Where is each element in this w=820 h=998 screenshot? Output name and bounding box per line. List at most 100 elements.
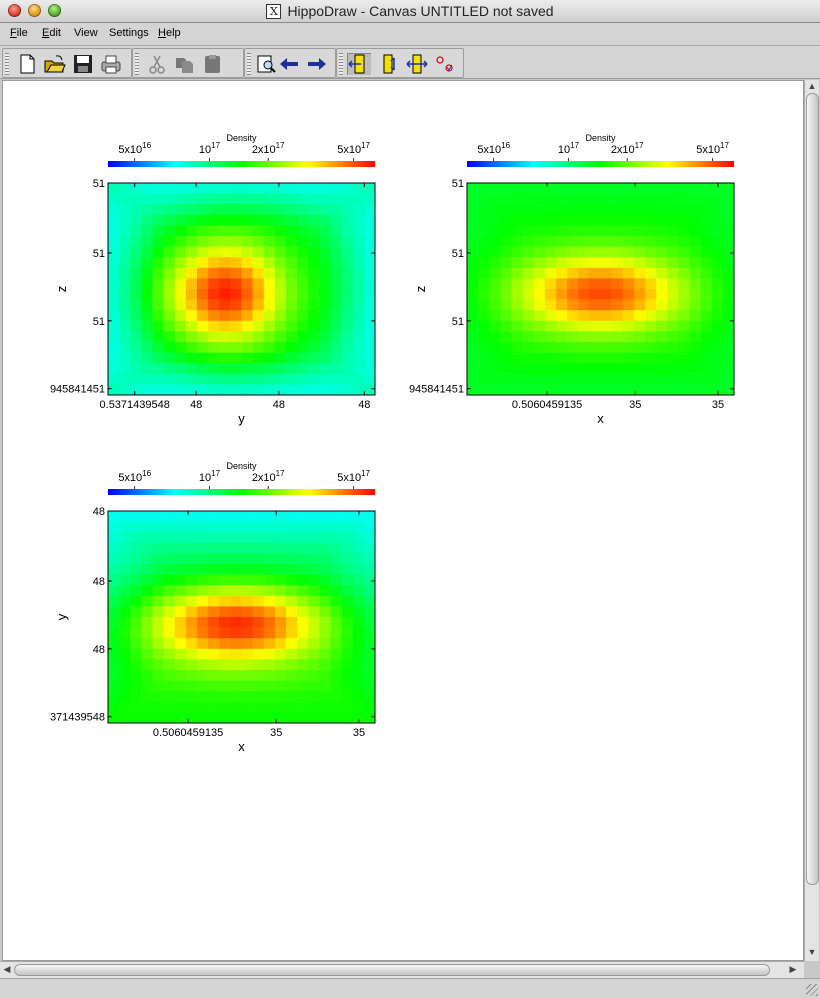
heatmap-cell xyxy=(341,183,354,194)
heatmap-cell xyxy=(297,542,309,554)
heatmap-cell xyxy=(352,627,365,639)
heatmap-cell xyxy=(130,299,142,311)
cut-selection-icon[interactable] xyxy=(433,53,457,75)
zoom-vertical-icon[interactable] xyxy=(377,53,401,75)
heatmap-cell xyxy=(722,246,735,258)
heatmap-cell xyxy=(308,691,320,703)
heatmap-cell xyxy=(297,299,309,311)
heatmap-cell xyxy=(667,236,679,247)
resize-grip-icon[interactable] xyxy=(806,984,818,996)
plot-yx[interactable]: Density 5x1016 1017 2x1017 5x1017 0.506045913… xyxy=(46,461,386,761)
forward-arrow-icon[interactable] xyxy=(305,53,329,75)
heatmap-cell xyxy=(130,246,142,258)
vertical-scrollbar[interactable]: ▲ ▼ xyxy=(804,80,819,961)
scroll-down-arrow-icon[interactable]: ▼ xyxy=(807,947,817,957)
copy-icon[interactable] xyxy=(173,53,197,75)
inspector-icon[interactable] xyxy=(247,53,276,75)
heatmap-cell xyxy=(252,289,265,300)
open-folder-icon[interactable] xyxy=(43,53,67,75)
heatmap-cell xyxy=(108,511,120,522)
heatmap-cell xyxy=(297,680,309,692)
heatmap-cell xyxy=(489,289,501,300)
heatmap-cell xyxy=(197,278,209,290)
heatmap-cell xyxy=(219,648,231,660)
plot-zy[interactable]: Density 5x1016 1017 2x1017 5x1017 0.537143954… xyxy=(46,133,386,433)
menu-edit[interactable]: Edit xyxy=(42,27,61,39)
heatmap-cell xyxy=(341,331,354,343)
heatmap-cell xyxy=(567,236,579,247)
heatmap-cell xyxy=(208,289,220,300)
heatmap-cell xyxy=(478,183,490,194)
toolbar-grip[interactable] xyxy=(5,53,9,75)
heatmap-cell xyxy=(511,267,523,279)
toolbar-grip[interactable] xyxy=(247,53,251,75)
save-icon[interactable] xyxy=(71,53,95,75)
heatmap-cell xyxy=(274,310,287,322)
print-icon[interactable] xyxy=(99,53,123,75)
cut-icon[interactable] xyxy=(145,53,169,75)
heatmap-cell xyxy=(600,310,612,322)
back-arrow-icon[interactable] xyxy=(277,53,301,75)
heatmap-cell xyxy=(286,670,298,681)
vertical-scroll-thumb[interactable] xyxy=(806,93,819,885)
heatmap-cell xyxy=(700,267,713,279)
new-document-icon[interactable] xyxy=(15,53,39,75)
minimize-window-button[interactable] xyxy=(28,4,41,17)
heatmap-cell xyxy=(363,278,376,290)
heatmap-cell xyxy=(341,532,354,544)
plot-zx[interactable]: Density 5x1016 1017 2x1017 5x1017 0.506045913… xyxy=(405,133,745,433)
heatmap-cell xyxy=(711,236,724,247)
heatmap-cell xyxy=(241,712,253,724)
menu-settings[interactable]: Settings xyxy=(109,27,149,39)
toolbar-grip[interactable] xyxy=(135,53,139,75)
heatmap-cell xyxy=(208,521,220,533)
heatmap-cell xyxy=(219,691,231,703)
heatmap-cell xyxy=(230,648,242,660)
heatmap-cell xyxy=(578,331,590,343)
heatmap-cell xyxy=(363,511,376,522)
heatmap-cell xyxy=(678,320,690,332)
heatmap-cell xyxy=(511,257,523,269)
heatmap-cell xyxy=(263,289,276,300)
scroll-right-arrow-icon[interactable]: ▶ xyxy=(789,964,797,974)
heatmap-cell xyxy=(678,214,690,226)
toolbar-grip[interactable] xyxy=(339,53,343,75)
heatmap-cell xyxy=(197,638,209,650)
heatmap-cell xyxy=(308,680,320,692)
heatmap-cell xyxy=(308,553,320,565)
heatmap-cell xyxy=(578,289,590,300)
menu-view[interactable]: View xyxy=(74,27,98,39)
heatmap-cell xyxy=(645,289,657,300)
heatmap-cell xyxy=(152,680,164,692)
heatmap-cell xyxy=(252,532,265,544)
heatmap-cell xyxy=(308,617,320,628)
close-window-button[interactable] xyxy=(8,4,21,17)
heatmap-cell xyxy=(241,342,253,353)
scroll-left-arrow-icon[interactable]: ◀ xyxy=(3,964,11,974)
menu-file[interactable]: File xyxy=(10,27,28,39)
y-tick-label: 51 xyxy=(452,248,464,260)
heatmap-cell xyxy=(319,363,331,375)
heatmap-cell xyxy=(711,384,724,396)
heatmap-cell xyxy=(174,257,187,269)
heatmap-cell xyxy=(319,204,331,216)
horizontal-scroll-thumb[interactable] xyxy=(14,964,770,976)
zoom-window-button[interactable] xyxy=(48,4,61,17)
heatmap-cell xyxy=(578,278,590,290)
scroll-up-arrow-icon[interactable]: ▲ xyxy=(807,81,817,91)
plot-canvas[interactable]: Density 5x1016 1017 2x1017 5x1017 0.537143954… xyxy=(2,80,804,961)
zoom-horizontal-icon[interactable] xyxy=(405,53,429,75)
menu-help[interactable]: Help xyxy=(158,27,181,39)
heatmap-cell xyxy=(274,320,287,332)
heatmap-cell xyxy=(330,585,342,597)
paste-icon[interactable] xyxy=(201,53,225,75)
heatmap-cell xyxy=(208,278,220,290)
heatmap-cell xyxy=(722,225,735,237)
heatmap-cell xyxy=(130,595,142,607)
horizontal-scrollbar[interactable]: ◀ ▶ xyxy=(0,961,804,978)
heatmap-cell xyxy=(589,373,601,385)
pick-mode-icon[interactable] xyxy=(347,53,371,75)
